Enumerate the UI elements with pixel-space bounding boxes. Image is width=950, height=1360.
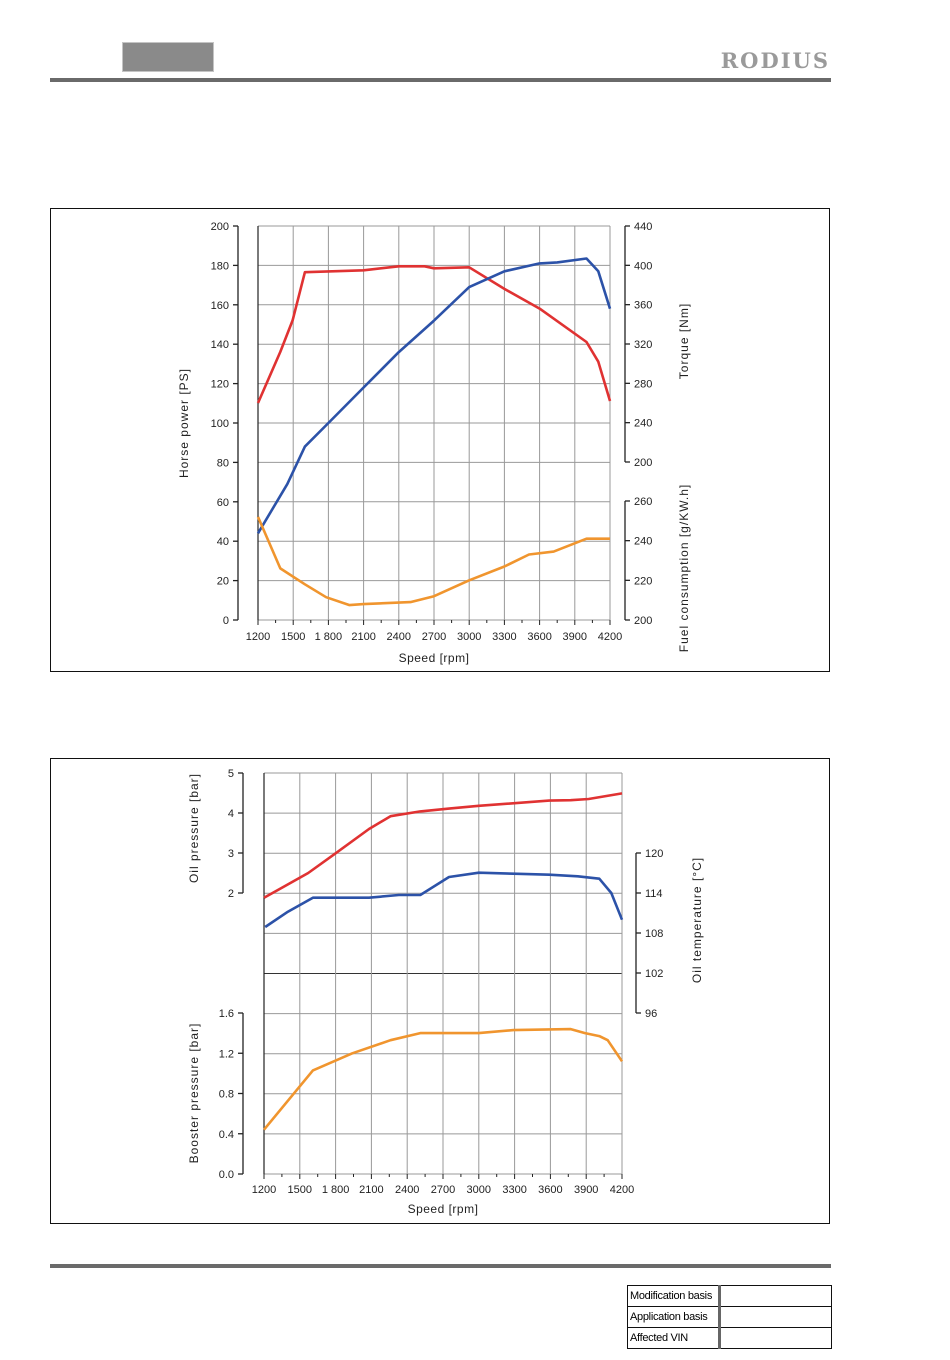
row-value xyxy=(719,1327,832,1349)
row-label: Affected VIN xyxy=(627,1327,721,1349)
torque-series-line xyxy=(256,264,612,404)
fuel-tick-label: 200 xyxy=(634,615,652,627)
oil_temp-tick-label: 102 xyxy=(645,968,663,980)
chart-frame-performance xyxy=(50,208,830,672)
hp-tick-label: 40 xyxy=(217,536,229,548)
hp-axis-title: Horse power [PS] xyxy=(177,368,191,478)
oil_temp-axis-title: Oil temperature [°C] xyxy=(690,857,704,983)
table-row: Modification basis xyxy=(627,1285,832,1307)
x-tick-label: 3900 xyxy=(563,631,587,643)
x-tick-label: 1500 xyxy=(288,1184,312,1196)
torque-tick-label: 360 xyxy=(634,300,652,312)
torque-axis-title: Torque [Nm] xyxy=(677,303,691,379)
hp-tick-label: 200 xyxy=(211,221,229,233)
x-tick-label: 2400 xyxy=(387,631,411,643)
x-tick-label: 3000 xyxy=(457,631,481,643)
hp-tick-label: 0 xyxy=(223,615,229,627)
hp-tick-label: 120 xyxy=(211,379,229,391)
x-tick-label: 4200 xyxy=(598,631,622,643)
torque-tick-label: 200 xyxy=(634,457,652,469)
x-tick-label: 2100 xyxy=(359,1184,383,1196)
oil_pressure-tick-label: 2 xyxy=(228,888,234,900)
fuel-tick-label: 240 xyxy=(634,536,652,548)
x-tick-label: 4200 xyxy=(610,1184,634,1196)
x-tick-label: 3000 xyxy=(467,1184,491,1196)
hp-tick-label: 160 xyxy=(211,300,229,312)
torque-tick-label: 280 xyxy=(634,378,652,390)
row-value xyxy=(719,1306,832,1328)
x-axis-title: Speed [rpm] xyxy=(399,651,470,665)
x-tick-label: 1200 xyxy=(252,1184,276,1196)
row-label: Application basis xyxy=(627,1306,721,1328)
booster-series-line xyxy=(262,1027,624,1131)
header-divider xyxy=(50,78,831,82)
x-tick-label: 1 800 xyxy=(322,1184,350,1196)
hp-tick-label: 20 xyxy=(217,576,229,588)
fuel-tick-label: 260 xyxy=(634,496,652,508)
x-tick-label: 2400 xyxy=(395,1184,419,1196)
booster-tick-label: 1.6 xyxy=(219,1008,234,1020)
x-axis-title: Speed [rpm] xyxy=(408,1202,479,1216)
fuel-tick-label: 220 xyxy=(634,575,652,587)
row-value xyxy=(719,1285,832,1307)
fuel-series-line xyxy=(256,516,610,607)
oil_pressure-tick-label: 4 xyxy=(228,808,234,820)
hp-tick-label: 60 xyxy=(217,497,229,509)
x-tick-label: 3600 xyxy=(527,631,551,643)
booster-tick-label: 0.4 xyxy=(219,1129,234,1141)
hp-series-line xyxy=(256,257,612,534)
oil_temp-tick-label: 96 xyxy=(645,1008,657,1020)
table-row: Affected VIN xyxy=(627,1327,832,1349)
oil_temp-tick-label: 120 xyxy=(645,848,663,860)
x-tick-label: 1500 xyxy=(281,631,305,643)
booster-tick-label: 0.0 xyxy=(219,1169,234,1181)
hp-tick-label: 180 xyxy=(211,260,229,272)
oil_temp-series-line xyxy=(264,871,624,929)
chart-frame-pressure xyxy=(50,758,830,1224)
x-tick-label: 3900 xyxy=(574,1184,598,1196)
x-tick-label: 3300 xyxy=(502,1184,526,1196)
footer-divider xyxy=(50,1264,831,1268)
hp-tick-label: 80 xyxy=(217,457,229,469)
torque-tick-label: 400 xyxy=(634,260,652,272)
oil_temp-tick-label: 114 xyxy=(645,888,663,900)
x-tick-label: 3300 xyxy=(492,631,516,643)
booster-axis-title: Booster pressure [bar] xyxy=(187,1023,201,1164)
x-tick-label: 3600 xyxy=(538,1184,562,1196)
hp-tick-label: 100 xyxy=(211,418,229,430)
hp-tick-label: 140 xyxy=(211,339,229,351)
torque-tick-label: 440 xyxy=(634,221,652,233)
revision-table: Modification basis Application basis Aff… xyxy=(627,1285,832,1349)
booster-tick-label: 0.8 xyxy=(219,1089,234,1101)
booster-tick-label: 1.2 xyxy=(219,1048,234,1060)
torque-tick-label: 240 xyxy=(634,418,652,430)
torque-tick-label: 320 xyxy=(634,339,652,351)
header-gray-box xyxy=(122,42,214,72)
x-tick-label: 1200 xyxy=(246,631,270,643)
oil_pressure-series-line xyxy=(263,792,623,899)
oil_pressure-tick-label: 3 xyxy=(228,848,234,860)
oil_pressure-axis-title: Oil pressure [bar] xyxy=(187,773,201,883)
x-tick-label: 2700 xyxy=(422,631,446,643)
fuel-axis-title: Fuel consumption [g/KW.h] xyxy=(677,484,691,652)
x-tick-label: 1 800 xyxy=(315,631,343,643)
oil_pressure-tick-label: 5 xyxy=(228,768,234,780)
oil_temp-tick-label: 108 xyxy=(645,928,663,940)
x-tick-label: 2100 xyxy=(351,631,375,643)
rodius-logo: RODIUS xyxy=(720,48,830,73)
table-row: Application basis xyxy=(627,1306,832,1328)
x-tick-label: 2700 xyxy=(431,1184,455,1196)
row-label: Modification basis xyxy=(627,1285,721,1307)
